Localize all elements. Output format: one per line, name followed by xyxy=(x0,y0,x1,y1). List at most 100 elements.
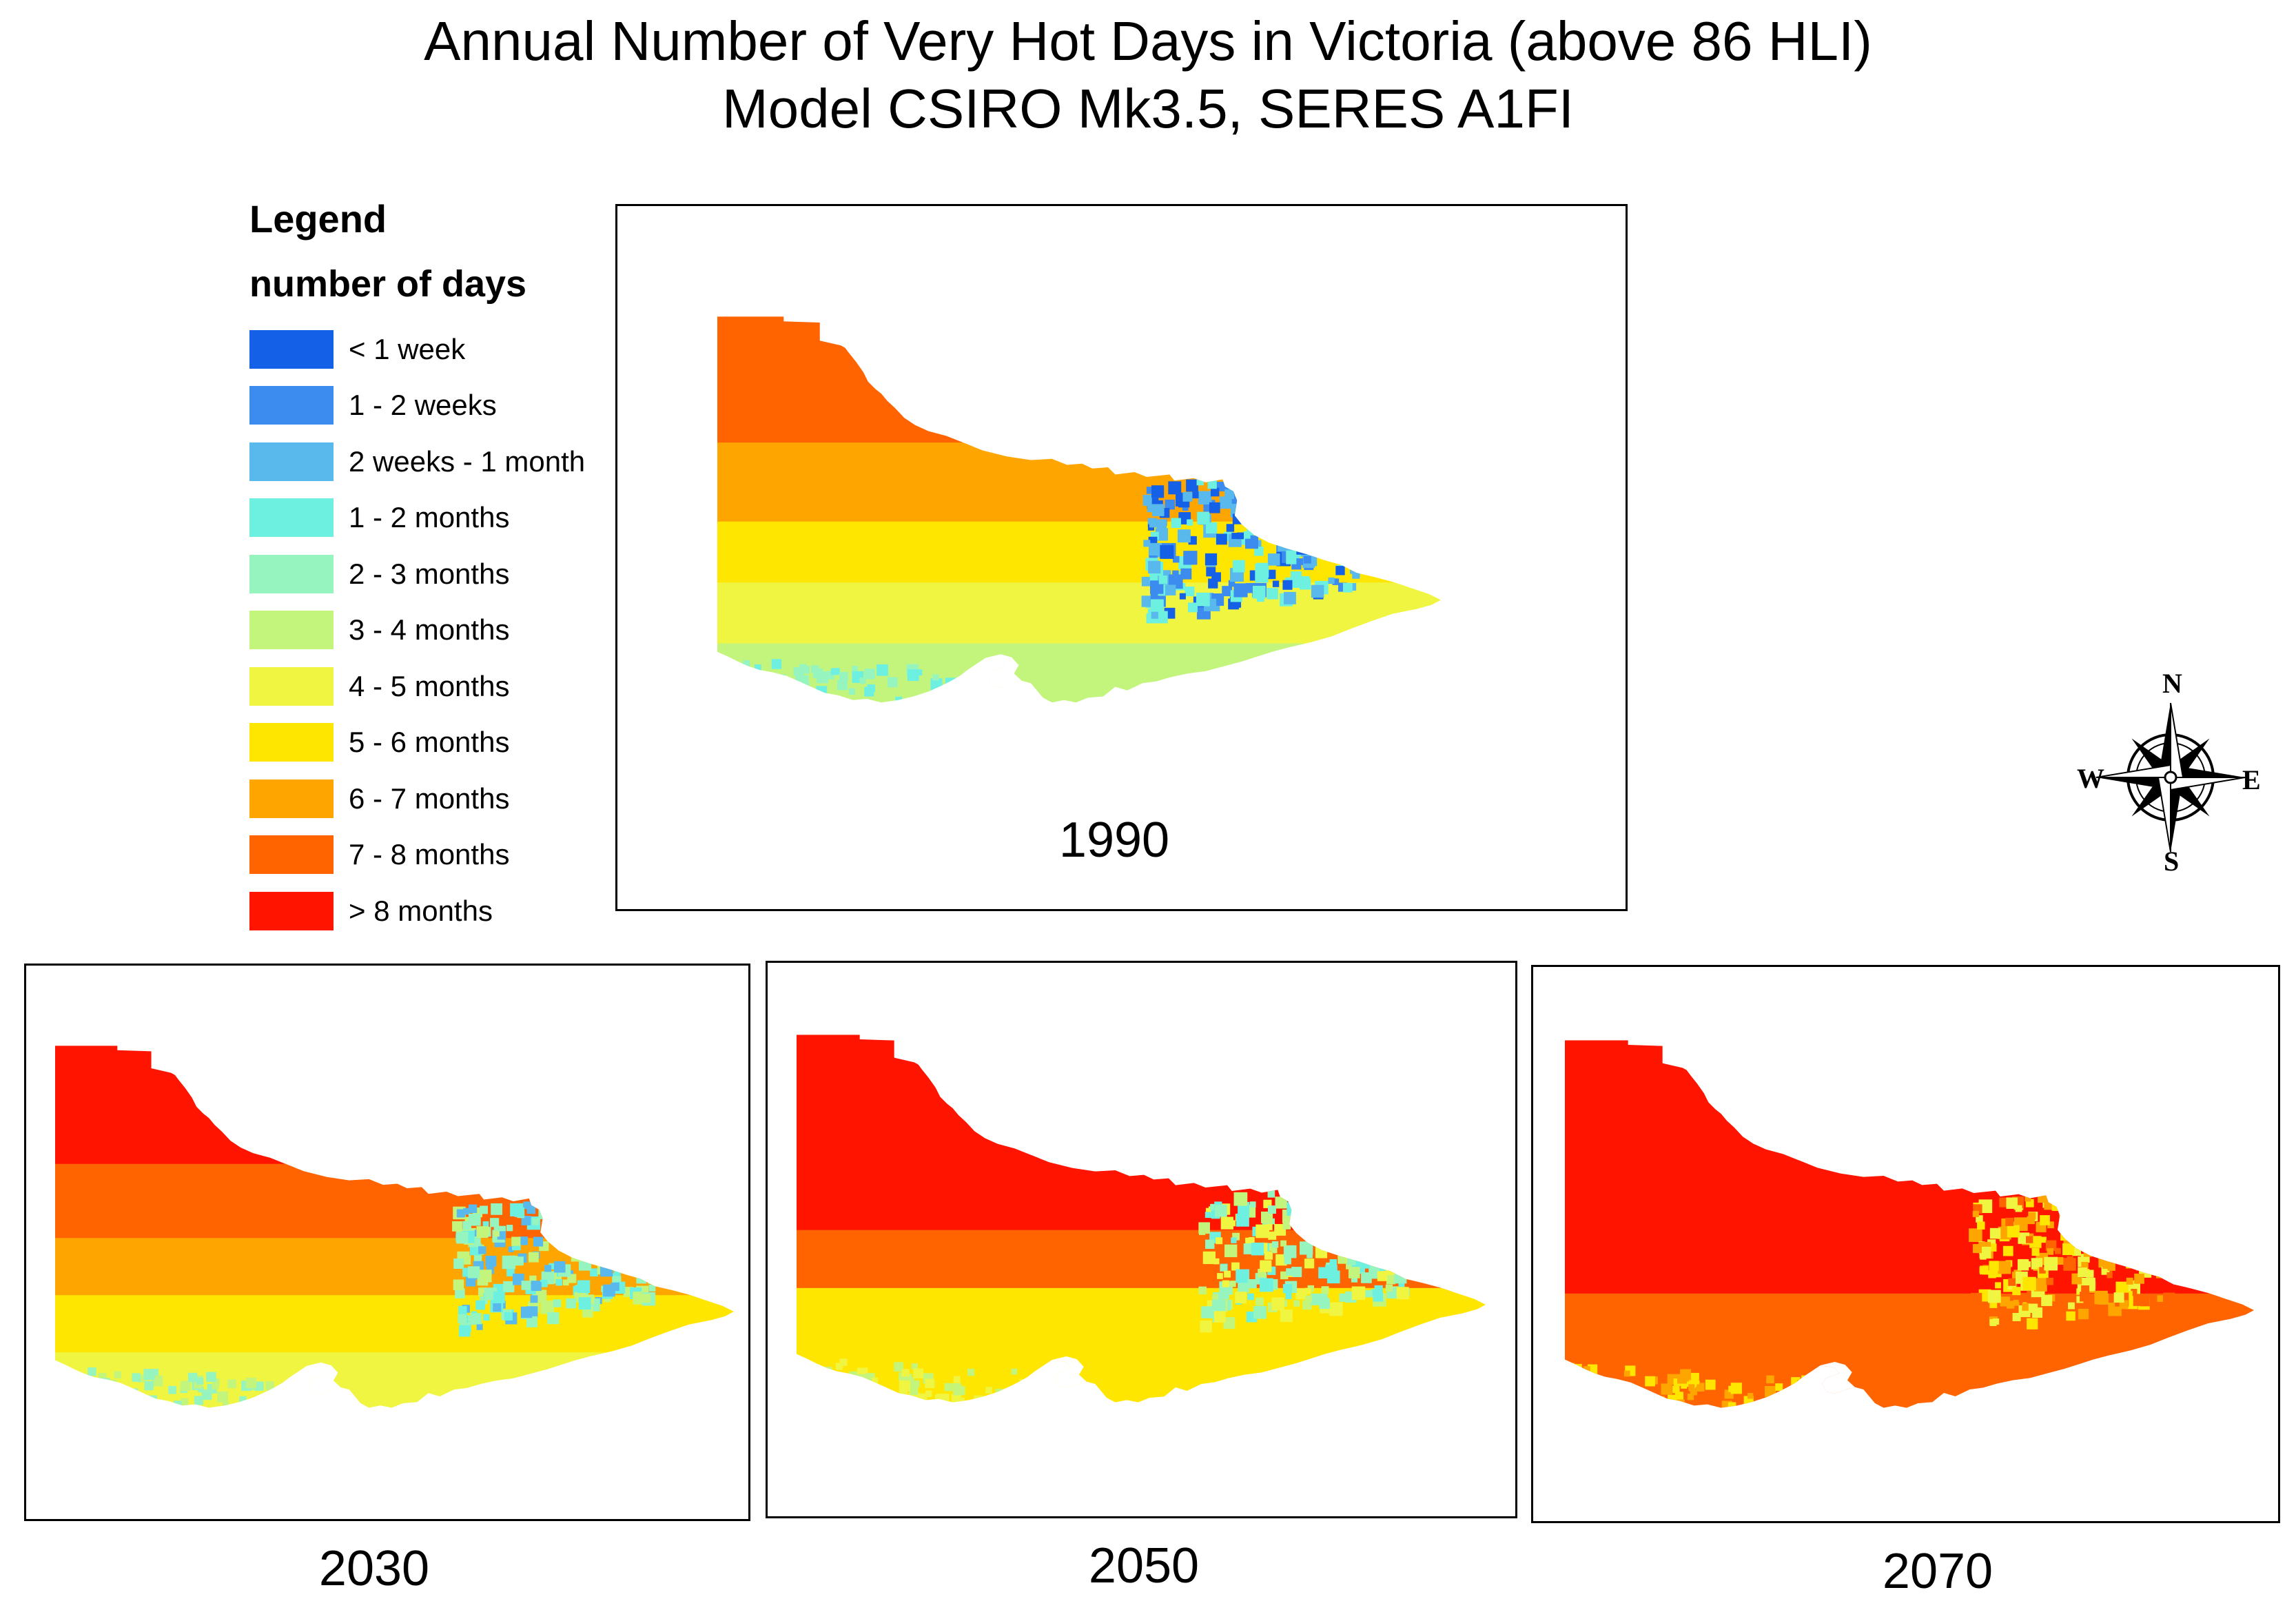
highland-cell xyxy=(1355,1236,1364,1246)
highland-cell xyxy=(1273,486,1288,500)
highland-cell xyxy=(1223,1317,1236,1329)
coastal-cell xyxy=(296,1386,308,1398)
map-panel-2070 xyxy=(1531,965,2280,1523)
highland-cell xyxy=(2094,1290,2108,1305)
coastal-cell xyxy=(820,1389,832,1400)
highland-cell xyxy=(611,1214,621,1225)
highland-cell xyxy=(2006,1309,2015,1318)
highland-cell xyxy=(1977,1221,1985,1230)
coastal-cell xyxy=(68,1395,77,1403)
highland-cell xyxy=(1229,1220,1236,1227)
highland-cell xyxy=(1224,1244,1238,1258)
highland-cell xyxy=(1255,1224,1270,1239)
highland-cell xyxy=(1177,529,1191,543)
heat-band xyxy=(717,521,1441,587)
highland-cell xyxy=(1205,1212,1211,1219)
highland-cell xyxy=(1198,1286,1207,1295)
highland-cell xyxy=(1326,1235,1337,1247)
highland-cell xyxy=(1305,1287,1312,1294)
highland-cell xyxy=(1213,1258,1220,1265)
coastal-cell xyxy=(1747,1393,1754,1399)
highland-cell xyxy=(1172,570,1179,578)
highland-cell xyxy=(1198,491,1212,505)
highland-cell xyxy=(2067,1256,2073,1263)
coastal-cell xyxy=(912,1380,920,1388)
coastal-cell xyxy=(941,700,950,703)
highland-cell xyxy=(1263,493,1271,501)
highland-cell xyxy=(1335,526,1349,540)
highland-cell xyxy=(1196,478,1204,486)
highland-cell xyxy=(1325,546,1335,556)
highland-cell xyxy=(1141,595,1154,607)
highland-cell xyxy=(1404,1168,1411,1175)
highland-cell xyxy=(2170,1205,2184,1219)
coastal-cell xyxy=(227,1379,237,1389)
highland-cell xyxy=(611,1216,625,1230)
coastal-cell xyxy=(843,1388,853,1398)
highland-cell xyxy=(463,1208,470,1215)
highland-cell xyxy=(1972,1244,1982,1254)
highland-cell xyxy=(1304,1259,1315,1269)
highland-cell xyxy=(1348,1267,1360,1278)
highland-cell xyxy=(470,1313,482,1325)
coastal-cell xyxy=(1728,1402,1736,1408)
highland-cell xyxy=(1979,1267,1986,1274)
legend-label: 4 - 5 months xyxy=(349,669,510,702)
highland-cell xyxy=(2006,1197,2018,1209)
highland-cell xyxy=(578,1258,592,1271)
highland-cell xyxy=(2038,1194,2047,1203)
coastal-cell xyxy=(974,703,985,715)
highland-cell xyxy=(2155,1269,2165,1278)
highland-cell xyxy=(1988,1270,1996,1278)
coastal-cell xyxy=(901,1369,910,1377)
highland-cell xyxy=(642,1294,651,1303)
highland-cell xyxy=(544,1216,554,1227)
legend-swatch xyxy=(249,835,334,875)
highland-cell xyxy=(1231,1237,1237,1243)
highland-cell xyxy=(1300,1194,1312,1205)
highland-cell xyxy=(2018,1292,2029,1303)
highland-cell xyxy=(1319,546,1331,558)
year-label-2030: 2030 xyxy=(318,1541,430,1596)
highland-cell xyxy=(1352,526,1362,536)
highland-cell xyxy=(1185,587,1195,597)
coastal-cell xyxy=(127,1388,139,1399)
highland-cell xyxy=(1271,1247,1278,1254)
coastal-cell xyxy=(1636,1391,1646,1402)
highland-cell xyxy=(617,1239,624,1246)
highland-cell xyxy=(1385,1246,1397,1257)
highland-cell xyxy=(1307,462,1318,472)
highland-cell xyxy=(1149,574,1158,582)
highland-cell xyxy=(1304,528,1318,542)
highland-cell xyxy=(2098,1248,2108,1259)
highland-cell xyxy=(1349,560,1364,574)
heat-band xyxy=(55,1046,734,1168)
highland-cell xyxy=(644,1269,657,1281)
highland-cell xyxy=(1295,509,1309,522)
highland-cell xyxy=(1390,1256,1397,1263)
highland-cell xyxy=(582,1241,595,1255)
highland-cell xyxy=(1200,1321,1212,1333)
highland-cell xyxy=(1369,1184,1382,1197)
coastal-cell xyxy=(271,1390,283,1402)
highland-cell xyxy=(1342,582,1353,593)
highland-cell xyxy=(1283,591,1296,604)
highland-cell xyxy=(1291,1216,1304,1228)
highland-cell xyxy=(1217,1273,1223,1279)
highland-cell xyxy=(613,1267,621,1274)
highland-cell xyxy=(456,1232,469,1244)
coastal-cell xyxy=(895,696,903,703)
highland-cell xyxy=(1335,474,1346,484)
highland-cell xyxy=(2095,1231,2102,1238)
coastal-cell xyxy=(1658,1396,1665,1403)
highland-cell xyxy=(1172,556,1180,563)
highland-cell xyxy=(1284,1189,1298,1201)
highland-cell xyxy=(1340,522,1351,533)
highland-cell xyxy=(1969,1228,1982,1242)
highland-cell xyxy=(2033,1278,2047,1292)
highland-cell xyxy=(1267,588,1278,600)
highland-cell xyxy=(2101,1266,2110,1275)
highland-cell xyxy=(1283,1245,1297,1259)
highland-cell xyxy=(639,1193,646,1200)
coastal-cell xyxy=(784,683,794,693)
